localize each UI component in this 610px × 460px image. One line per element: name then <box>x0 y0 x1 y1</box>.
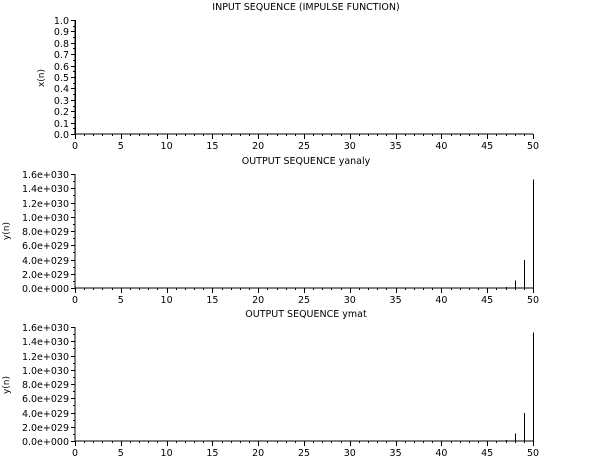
x-tick-label: 10 <box>161 448 173 459</box>
x-tick-label: 35 <box>390 295 402 306</box>
x-tick-label: 25 <box>298 141 310 152</box>
y-tick-label: 8.0e+029 <box>22 380 69 391</box>
y-tick-label: 0.0e+000 <box>22 284 69 295</box>
y-tick-label: 0.7 <box>54 50 69 61</box>
x-tick-label: 45 <box>481 295 493 306</box>
y-tick-label: 1.6e+030 <box>22 323 69 334</box>
y-tick-label: 1.0 <box>54 16 69 27</box>
x-tick-label: 30 <box>344 295 356 306</box>
x-tick-label: 50 <box>527 448 539 459</box>
x-tick-label: 10 <box>161 295 173 306</box>
y-tick-label: 0.2 <box>54 107 69 118</box>
y-tick-label: 1.2e+030 <box>22 199 69 210</box>
x-tick-label: 30 <box>344 141 356 152</box>
y-tick-label: 6.0e+029 <box>22 394 69 405</box>
x-tick-label: 0 <box>72 295 78 306</box>
x-tick-label: 20 <box>252 448 264 459</box>
y-tick-label: 4.0e+029 <box>22 256 69 267</box>
y-tick-label: 2.0e+029 <box>22 270 69 281</box>
y-tick-label: 8.0e+029 <box>22 227 69 238</box>
x-tick-label: 45 <box>481 448 493 459</box>
y-tick-label: 0.1 <box>54 119 69 130</box>
y-axis-label: y(n) <box>2 376 12 394</box>
y-tick-label: 1.0e+030 <box>22 213 69 224</box>
plot-title: INPUT SEQUENCE (IMPULSE FUNCTION) <box>212 2 399 13</box>
x-tick-label: 10 <box>161 141 173 152</box>
x-tick-label: 25 <box>298 295 310 306</box>
x-tick-label: 40 <box>435 141 447 152</box>
x-tick-label: 40 <box>435 295 447 306</box>
x-tick-label: 0 <box>72 448 78 459</box>
y-tick-label: 4.0e+029 <box>22 409 69 420</box>
y-tick-label: 1.4e+030 <box>22 337 69 348</box>
y-axis-label: y(n) <box>2 222 12 240</box>
x-tick-label: 35 <box>390 448 402 459</box>
plot-title: OUTPUT SEQUENCE ymat <box>245 309 367 320</box>
x-tick-label: 15 <box>206 295 218 306</box>
y-tick-label: 0.6 <box>54 62 69 73</box>
y-tick-label: 1.0e+030 <box>22 366 69 377</box>
y-tick-label: 6.0e+029 <box>22 241 69 252</box>
y-tick-label: 0.0e+000 <box>22 437 69 448</box>
subplot-input: INPUT SEQUENCE (IMPULSE FUNCTION) x(n) 0… <box>37 2 539 152</box>
x-tick-label: 20 <box>252 295 264 306</box>
x-tick-label: 20 <box>252 141 264 152</box>
y-tick-label: 0.3 <box>54 96 69 107</box>
y-tick-label: 1.6e+030 <box>22 170 69 181</box>
x-tick-label: 50 <box>527 141 539 152</box>
subplot-output-yanaly: OUTPUT SEQUENCE yanaly y(n) 0 5 10 15 20 25 30… <box>2 156 539 306</box>
x-tick-label: 45 <box>481 141 493 152</box>
x-tick-label: 15 <box>206 141 218 152</box>
x-tick-label: 5 <box>118 295 124 306</box>
y-tick-label: 0.9 <box>54 27 69 38</box>
y-tick-label: 0.4 <box>54 84 69 95</box>
x-tick-label: 5 <box>118 448 124 459</box>
x-tick-label: 30 <box>344 448 356 459</box>
x-tick-label: 50 <box>527 295 539 306</box>
x-tick-label: 35 <box>390 141 402 152</box>
x-tick-label: 25 <box>298 448 310 459</box>
y-tick-label: 1.4e+030 <box>22 184 69 195</box>
y-tick-label: 0.8 <box>54 39 69 50</box>
x-tick-label: 5 <box>118 141 124 152</box>
x-tick-label: 40 <box>435 448 447 459</box>
y-tick-label: 0.5 <box>54 73 69 84</box>
y-tick-label: 0.0 <box>54 130 69 141</box>
y-tick-label: 1.2e+030 <box>22 352 69 363</box>
y-tick-label: 2.0e+029 <box>22 423 69 434</box>
y-axis-label: x(n) <box>37 69 47 87</box>
x-tick-label: 15 <box>206 448 218 459</box>
x-tick-label: 0 <box>72 141 78 152</box>
plot-title: OUTPUT SEQUENCE yanaly <box>242 156 371 167</box>
subplot-output-ymat: OUTPUT SEQUENCE ymat y(n) 0 5 10 15 20 25 30 35… <box>2 309 539 459</box>
